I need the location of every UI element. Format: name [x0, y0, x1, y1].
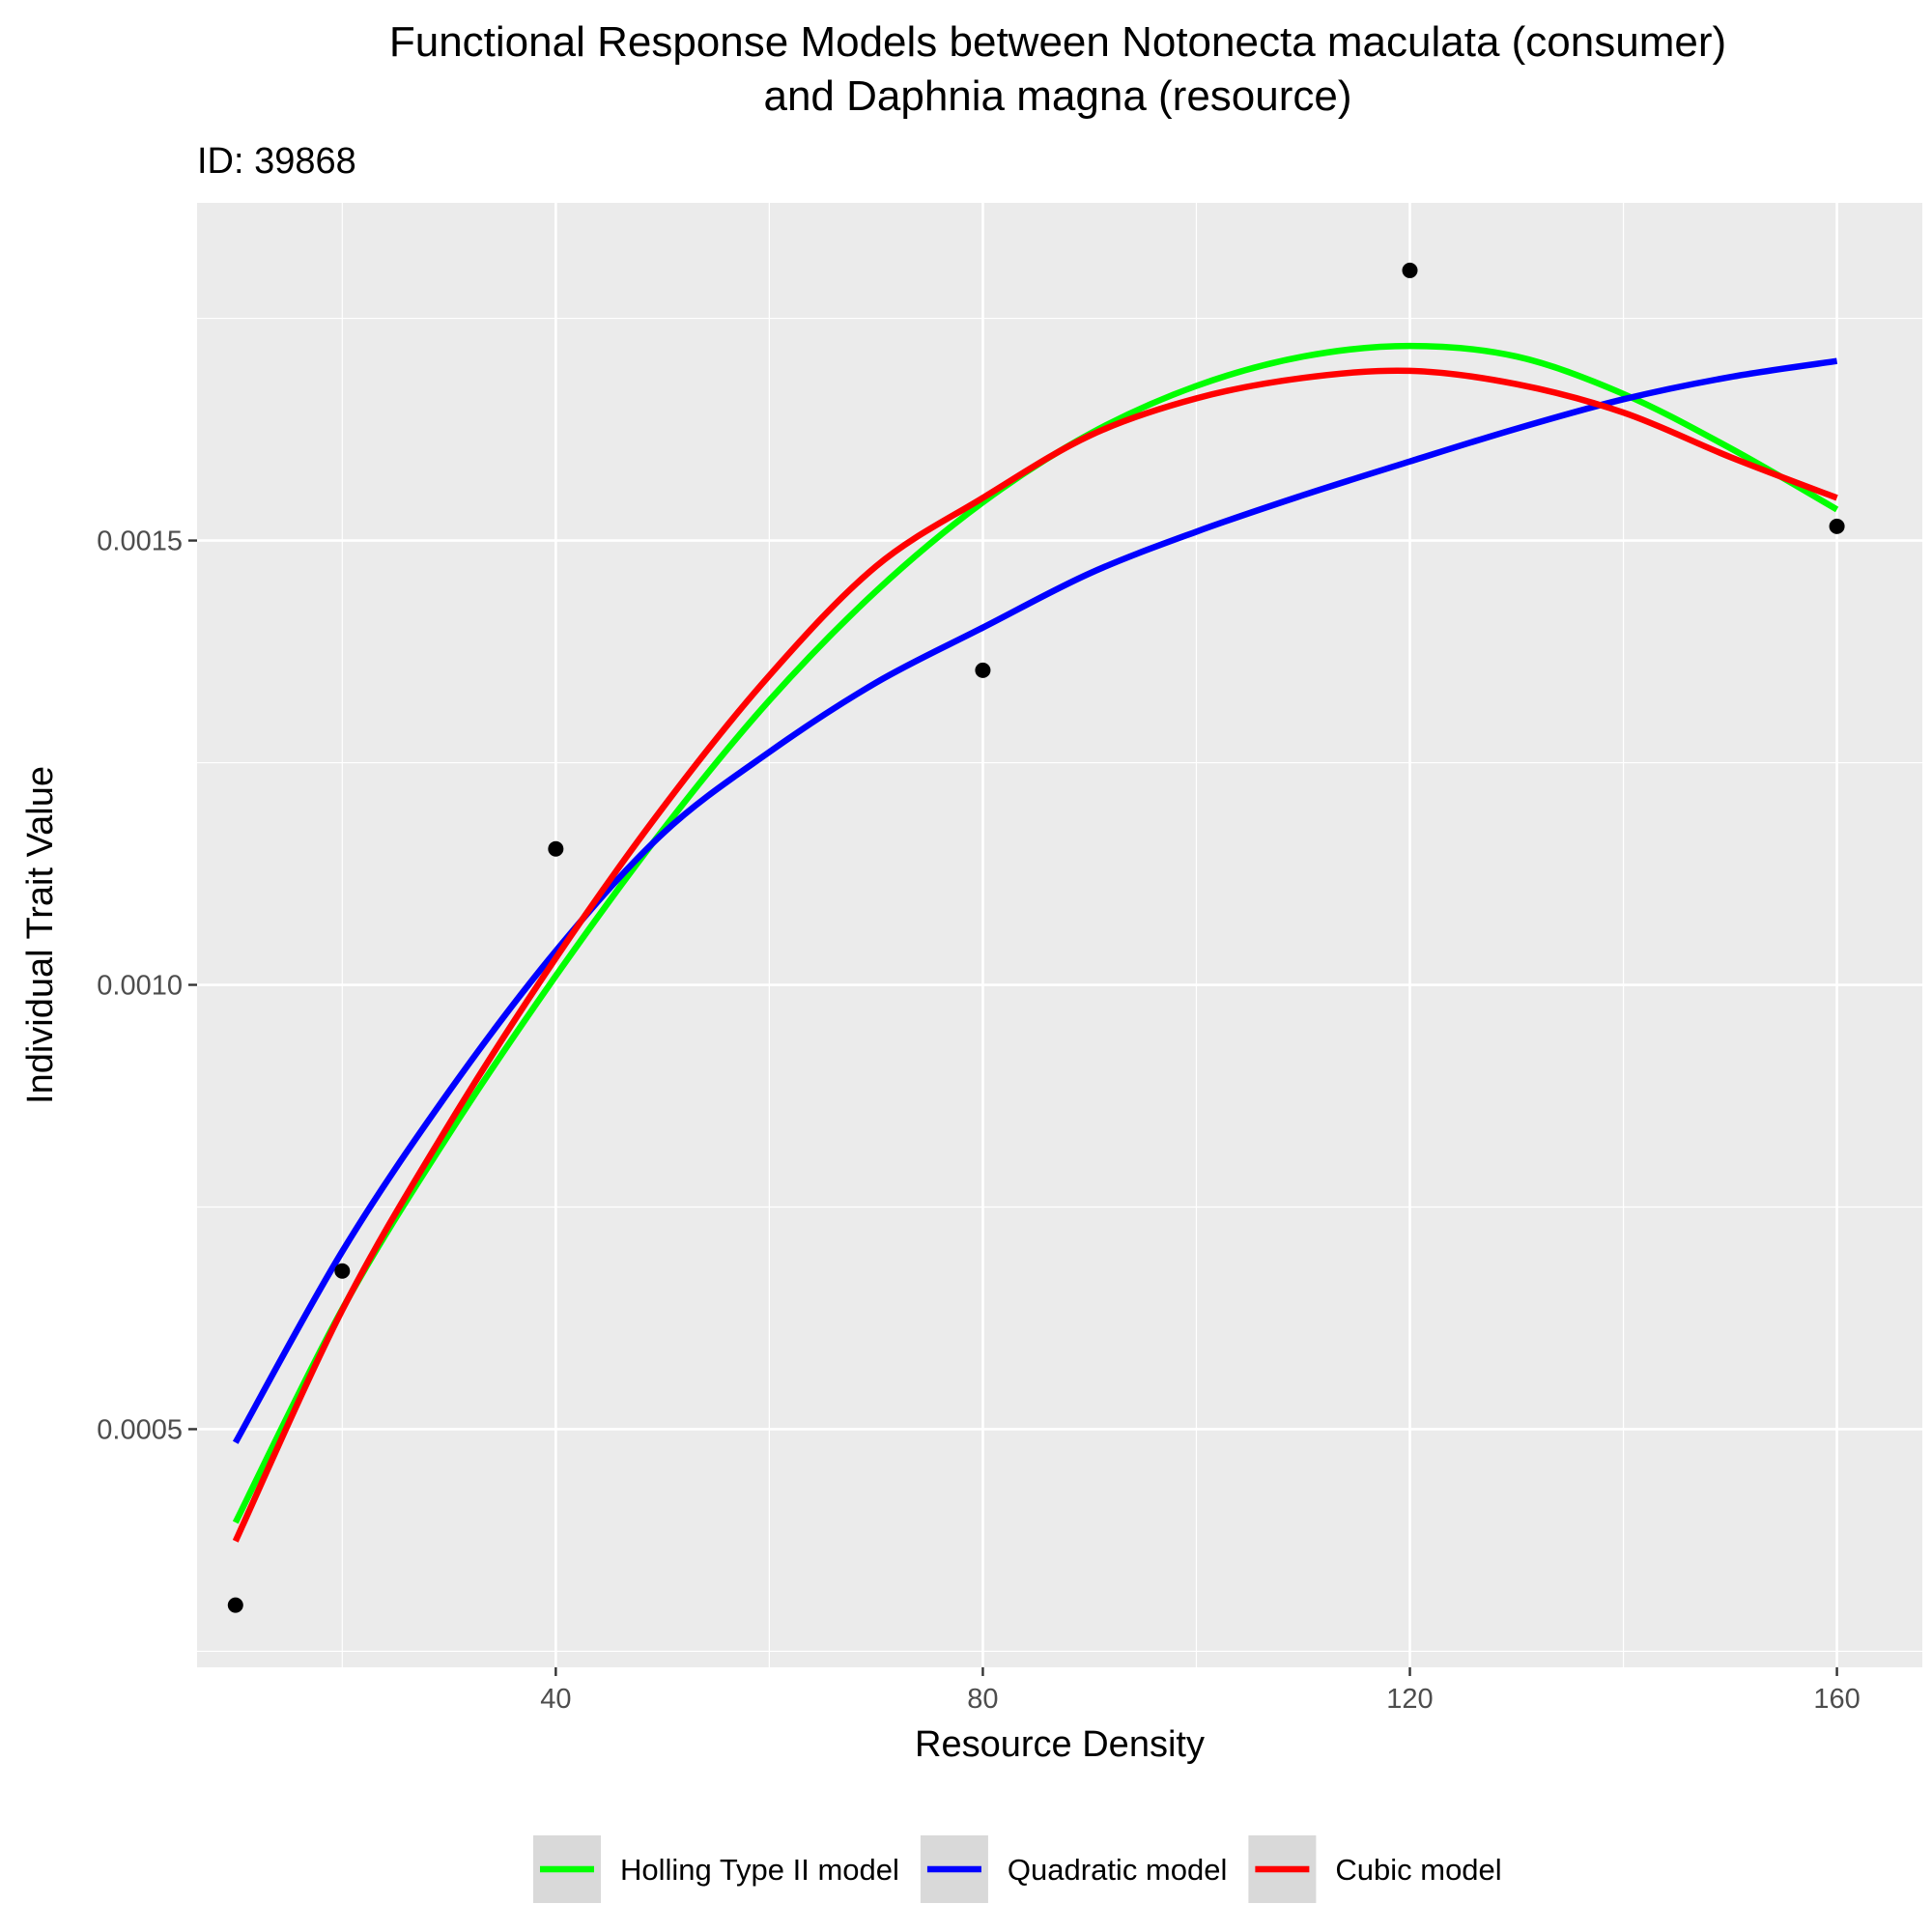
- legend: Holling Type II model Quadratic model Cubi…: [533, 1835, 1502, 1903]
- y-tick-label: 0.0005: [97, 1414, 183, 1445]
- chart-title-line-1: Functional Response Models between Noton…: [389, 18, 1726, 66]
- grid-minor: [197, 203, 1922, 1667]
- y-axis: 0.0005 0.0010 0.0015: [97, 526, 197, 1445]
- data-point: [1402, 262, 1418, 278]
- series-line-holling-type-ii-model: [232, 342, 1839, 1524]
- x-axis-title: Resource Density: [915, 1724, 1205, 1765]
- y-tick-label: 0.0010: [97, 971, 183, 1002]
- data-point: [975, 662, 991, 678]
- data-point: [1829, 518, 1845, 534]
- series-line-cubic-model: [232, 367, 1838, 1543]
- grid-major: [197, 203, 1922, 1667]
- plot-panel: [197, 203, 1922, 1667]
- x-tick-label: 120: [1386, 1684, 1433, 1715]
- legend-item-quadratic-model: Quadratic model: [920, 1835, 1227, 1903]
- data-points: [227, 262, 1845, 1613]
- chart-subtitle: ID: 39868: [197, 141, 356, 182]
- data-point: [227, 1597, 243, 1613]
- chart-title-line-2: and Daphnia magna (resource): [763, 72, 1351, 120]
- x-tick-label: 80: [967, 1684, 998, 1715]
- legend-label: Quadratic model: [1008, 1853, 1227, 1887]
- series-lines: [232, 342, 1839, 1543]
- series-line-quadratic-model: [232, 357, 1838, 1444]
- legend-item-holling-type-ii-model: Holling Type II model: [533, 1835, 899, 1903]
- legend-label: Holling Type II model: [620, 1853, 899, 1887]
- data-point: [334, 1263, 351, 1279]
- x-axis: 40 80 120 160: [540, 1667, 1861, 1715]
- data-point: [548, 840, 564, 857]
- x-tick-label: 160: [1813, 1684, 1860, 1715]
- x-tick-label: 40: [540, 1684, 571, 1715]
- legend-label: Cubic model: [1335, 1853, 1501, 1887]
- legend-item-cubic-model: Cubic model: [1248, 1835, 1502, 1903]
- y-tick-label: 0.0015: [97, 526, 183, 557]
- y-axis-title: Individual Trait Value: [20, 766, 61, 1104]
